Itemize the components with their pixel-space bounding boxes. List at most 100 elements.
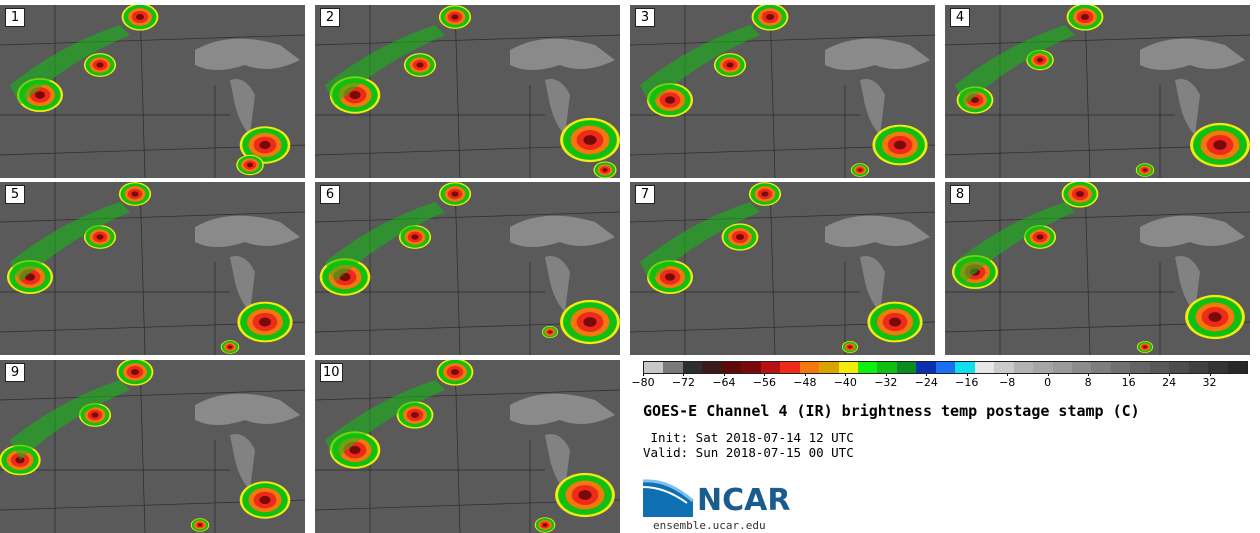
panel-label: 4 — [950, 8, 970, 27]
storm-cluster — [83, 53, 117, 77]
lake-michigan — [545, 79, 570, 135]
state-boundaries — [315, 182, 620, 355]
site-url: ensemble.ucar.edu — [653, 519, 766, 532]
colorbar-swatch — [1208, 362, 1228, 373]
colorbar-swatch — [644, 362, 664, 373]
cloud-band — [955, 202, 1075, 282]
storm-cluster — [0, 444, 41, 476]
storm-cluster — [721, 223, 759, 251]
panel-label: 7 — [635, 185, 655, 204]
lake-michigan — [545, 434, 570, 490]
satellite-map — [315, 182, 620, 355]
colorbar-tick-mark — [1088, 373, 1090, 376]
ncar-logo-icon — [643, 479, 694, 517]
storm-cluster — [83, 225, 117, 249]
storm-cluster — [1190, 122, 1250, 168]
storm-cluster — [116, 360, 154, 386]
cloud-band — [10, 202, 130, 282]
valid-time: Valid: Sun 2018-07-15 00 UTC — [643, 445, 854, 460]
satellite-map — [0, 360, 305, 533]
colorbar-tick-label: −72 — [671, 376, 696, 389]
colorbar-tick-label: −48 — [793, 376, 817, 389]
colorbar-swatch — [1227, 362, 1248, 373]
colorbar-swatch — [935, 362, 956, 373]
colorbar-tick-label: −16 — [955, 376, 979, 389]
colorbar-tick-label: 32 — [1202, 376, 1217, 389]
colorbar-swatch — [760, 362, 781, 373]
storm-cluster — [748, 182, 782, 206]
satellite-map — [630, 182, 935, 355]
storm-cluster — [534, 517, 556, 533]
colorbar-tick-label: 0 — [1044, 376, 1052, 389]
colorbar-tick-label: −80 — [631, 376, 655, 389]
panel-label: 1 — [5, 8, 25, 27]
satellite-map — [0, 5, 305, 178]
colorbar-tick-mark — [1047, 373, 1049, 376]
storm-cluster — [438, 182, 472, 206]
colorbar-swatch — [1130, 362, 1150, 373]
cloud-band — [325, 380, 445, 460]
colorbar-tick-mark — [845, 373, 847, 376]
colorbar-swatch — [877, 362, 897, 373]
lake-superior — [195, 215, 300, 247]
panel-5: 5 — [0, 182, 305, 355]
panel-label: 8 — [950, 185, 970, 204]
storm-cluster — [1185, 294, 1245, 340]
cloud-band — [325, 25, 445, 105]
lake-superior — [1140, 38, 1245, 70]
colorbar-tick-mark — [804, 373, 806, 376]
figure-title: GOES-E Channel 4 (IR) brightness temp po… — [643, 402, 1140, 420]
storm-cluster — [239, 481, 291, 519]
lake-superior — [510, 38, 615, 70]
colorbar-swatch — [1052, 362, 1072, 373]
colorbar-ticks: −80 −72 −64 −56 −48 −40 −32 −24 −16 −8 0 8 16 24 32 — [631, 373, 1248, 396]
storm-cluster — [121, 5, 159, 31]
colorbar — [643, 361, 1248, 374]
init-time: Init: Sat 2018-07-14 12 UTC — [643, 430, 854, 445]
lake-michigan — [860, 256, 885, 312]
panel-3: 3 — [630, 5, 935, 178]
storm-cluster — [713, 53, 747, 77]
lake-superior — [825, 215, 930, 247]
storm-cluster — [867, 301, 923, 343]
panel-9: 9 — [0, 360, 305, 533]
panel-label: 6 — [320, 185, 340, 204]
storm-cluster — [751, 5, 789, 31]
state-boundaries — [945, 5, 1250, 178]
colorbar-swatch — [1149, 362, 1170, 373]
storm-cluster — [560, 117, 620, 163]
panel-label: 2 — [320, 8, 340, 27]
panel-label: 9 — [5, 363, 25, 382]
ncar-logo-text: NCAR — [697, 483, 791, 518]
colorbar-tick-mark — [764, 373, 766, 376]
storm-cluster — [841, 341, 859, 353]
colorbar-swatch — [857, 362, 878, 373]
satellite-map — [945, 182, 1250, 355]
storm-cluster — [403, 53, 437, 77]
colorbar-swatch — [663, 362, 683, 373]
satellite-map — [315, 5, 620, 178]
storm-cluster — [1066, 5, 1104, 31]
colorbar-tick-mark — [1169, 373, 1171, 376]
colorbar-swatch — [702, 362, 722, 373]
storm-cluster — [236, 154, 264, 176]
storm-cluster — [555, 472, 615, 518]
colorbar-tick-mark — [926, 373, 928, 376]
colorbar-tick-label: 16 — [1121, 376, 1136, 389]
colorbar-tick-mark — [966, 373, 968, 376]
colorbar-swatch — [741, 362, 761, 373]
storm-cluster — [438, 5, 472, 29]
colorbar-tick-label: 24 — [1162, 376, 1177, 389]
satellite-map — [0, 182, 305, 355]
colorbar-swatch — [838, 362, 858, 373]
storm-cluster — [237, 301, 293, 343]
colorbar-swatch — [1013, 362, 1034, 373]
colorbar-swatch — [1091, 362, 1111, 373]
colorbar-tick-mark — [1007, 373, 1009, 376]
colorbar-swatch — [1188, 362, 1209, 373]
colorbar-swatch — [916, 362, 936, 373]
cloud-band — [955, 25, 1075, 105]
colorbar-tick-label: 8 — [1084, 376, 1092, 389]
state-boundaries — [0, 360, 305, 533]
colorbar-swatch — [974, 362, 995, 373]
